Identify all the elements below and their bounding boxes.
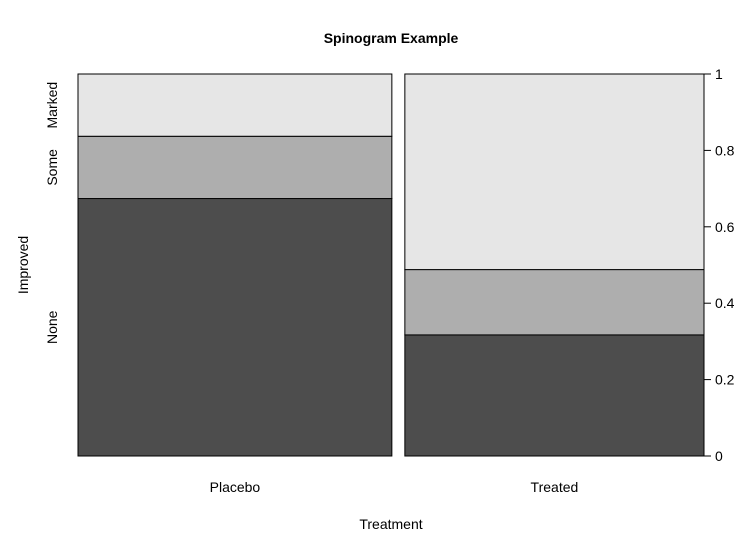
segment-treated-none — [404, 334, 705, 457]
y-level-label-none: None — [44, 310, 60, 344]
right-axis-tick-label: 0.8 — [715, 142, 735, 158]
y-level-label-marked: Marked — [44, 82, 60, 129]
segment-placebo-marked — [77, 73, 393, 137]
segment-treated-marked — [404, 73, 705, 271]
x-axis-title: Treatment — [359, 516, 422, 532]
right-axis-tick-label: 0.6 — [715, 219, 735, 235]
segment-placebo-none — [77, 198, 393, 457]
segment-placebo-some — [77, 135, 393, 200]
right-axis-tick-label: 0 — [715, 448, 723, 464]
right-axis-tick-label: 0.2 — [715, 372, 735, 388]
plot-area: Placebo Treated None Some Marked 0 0.2 0.4 0.6 0.… — [44, 66, 735, 495]
x-tick-label-placebo: Placebo — [210, 479, 261, 495]
y-level-label-some: Some — [44, 149, 60, 186]
y-axis-title: Improved — [15, 236, 31, 294]
x-tick-label-treated: Treated — [531, 479, 579, 495]
right-axis-tick-label: 0.4 — [715, 295, 735, 311]
right-axis-tick-label: 1 — [715, 66, 723, 82]
chart-title: Spinogram Example — [324, 30, 459, 46]
segment-treated-some — [404, 269, 705, 336]
